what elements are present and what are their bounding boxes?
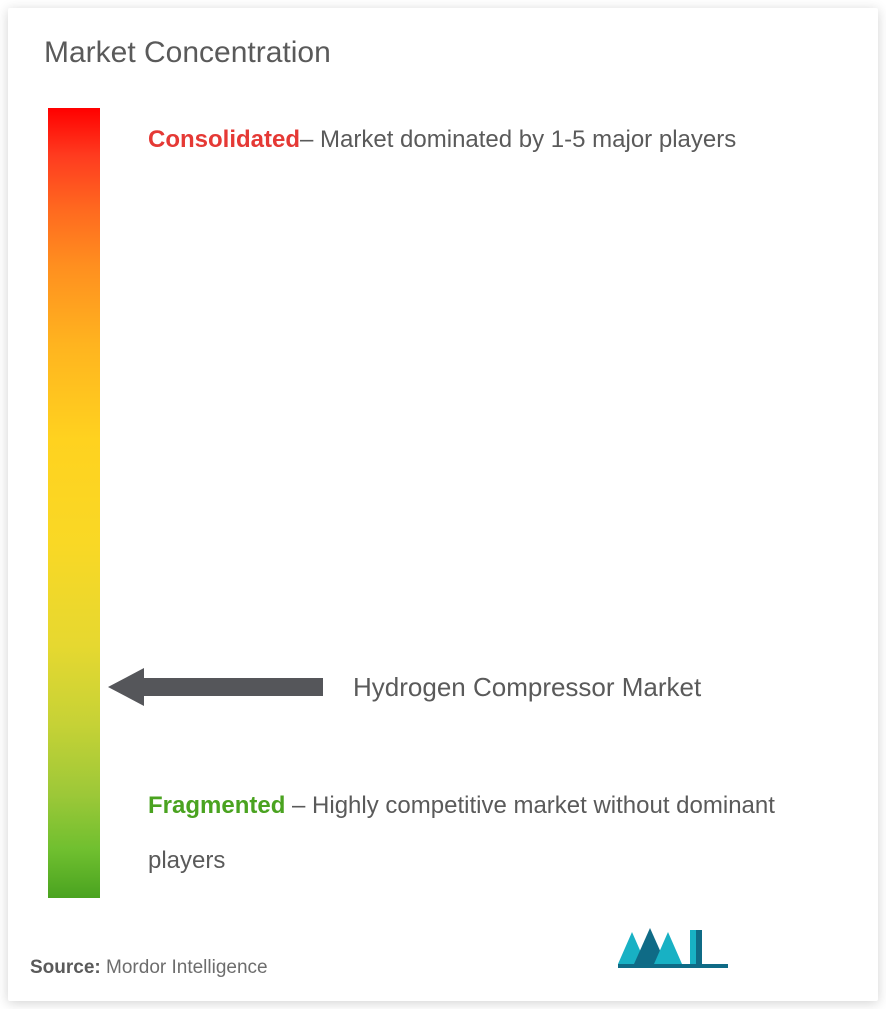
mi-logo-icon bbox=[618, 924, 728, 970]
source-label: Source: bbox=[30, 957, 101, 978]
consolidated-text: – Market dominated by 1-5 major players bbox=[300, 126, 736, 153]
consolidated-description: Consolidated– Market dominated by 1-5 ma… bbox=[148, 112, 842, 167]
fragmented-description: Fragmented – Highly competitive market w… bbox=[148, 778, 842, 888]
market-marker: Hydrogen Compressor Market bbox=[108, 664, 701, 710]
chart-title: Market Concentration bbox=[44, 36, 331, 70]
market-marker-label: Hydrogen Compressor Market bbox=[353, 668, 701, 707]
arrow-icon bbox=[108, 664, 323, 710]
chart-card: Market Concentration Consolidated– Marke… bbox=[8, 8, 878, 1001]
source-attribution: Source: Mordor Intelligence bbox=[30, 957, 268, 979]
consolidated-term: Consolidated bbox=[148, 126, 300, 153]
concentration-scale-bar bbox=[48, 108, 100, 898]
brand-logo bbox=[618, 924, 728, 975]
fragmented-term: Fragmented bbox=[148, 792, 285, 819]
source-value: Mordor Intelligence bbox=[101, 957, 268, 978]
